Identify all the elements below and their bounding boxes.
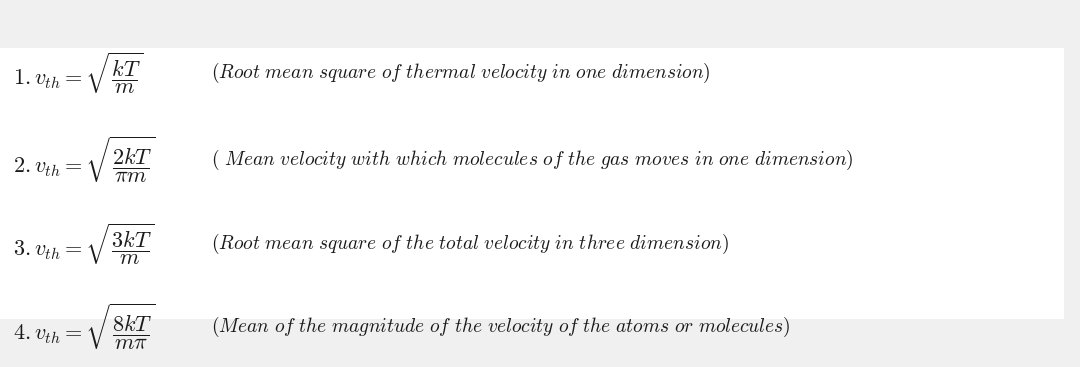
Text: $2.v_{th} = \sqrt{\dfrac{2kT}{\pi m}}$: $2.v_{th} = \sqrt{\dfrac{2kT}{\pi m}}$ [13, 134, 156, 185]
Text: $(Root\ mean\ square\ of\ thermal\ velocity\ in\ one\ dimension)$: $(Root\ mean\ square\ of\ thermal\ veloc… [211, 61, 711, 86]
Text: $3.v_{th} = \sqrt{\dfrac{3kT}{m}}$: $3.v_{th} = \sqrt{\dfrac{3kT}{m}}$ [13, 221, 154, 267]
Text: $(\ Mean\ velocity\ with\ which\ molecules\ of\ the\ gas\ moves\ in\ one\ dimens: $(\ Mean\ velocity\ with\ which\ molecul… [211, 148, 853, 172]
FancyBboxPatch shape [0, 48, 1064, 319]
Text: $(Root\ mean\ square\ of\ the\ total\ velocity\ in\ three\ dimension)$: $(Root\ mean\ square\ of\ the\ total\ ve… [211, 232, 729, 256]
Text: $(Mean\ of\ the\ magnitude\ of\ the\ velocity\ of\ the\ atoms\ or\ molecules)$: $(Mean\ of\ the\ magnitude\ of\ the\ vel… [211, 315, 791, 339]
Text: $4.v_{th} = \sqrt{\dfrac{8kT}{m\pi}}$: $4.v_{th} = \sqrt{\dfrac{8kT}{m\pi}}$ [13, 301, 156, 352]
Text: $1.v_{th} = \sqrt{\dfrac{kT}{m}}$: $1.v_{th} = \sqrt{\dfrac{kT}{m}}$ [13, 51, 144, 96]
